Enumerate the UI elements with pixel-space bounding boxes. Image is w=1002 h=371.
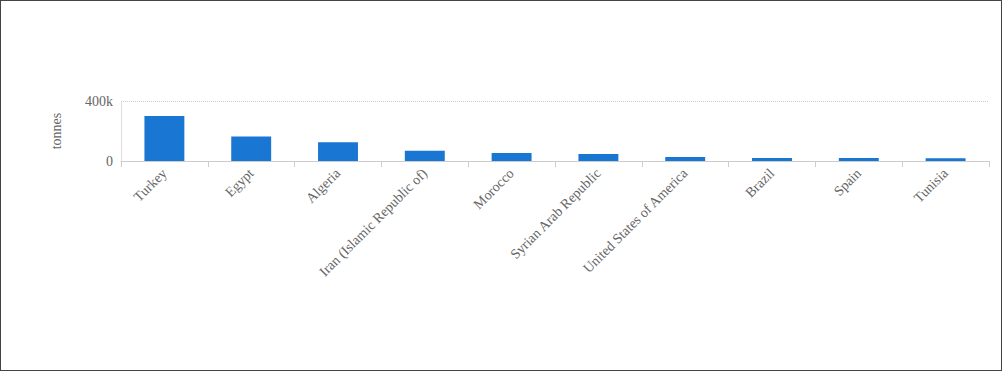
- svg-text:Egypt: Egypt: [222, 166, 256, 200]
- svg-text:Iran (Islamic Republic of): Iran (Islamic Republic of): [317, 165, 432, 280]
- svg-text:Algeria: Algeria: [303, 165, 344, 206]
- svg-text:0: 0: [106, 154, 113, 169]
- svg-text:Morocco: Morocco: [471, 166, 517, 212]
- svg-text:tonnes: tonnes: [49, 113, 64, 150]
- svg-text:Tunisia: Tunisia: [911, 165, 951, 205]
- svg-text:Brazil: Brazil: [743, 166, 778, 201]
- svg-text:400k: 400k: [85, 94, 113, 109]
- svg-text:United States of America: United States of America: [580, 165, 691, 276]
- svg-text:Spain: Spain: [831, 166, 864, 199]
- svg-text:Turkey: Turkey: [131, 166, 170, 205]
- svg-text:Syrian Arab Republic: Syrian Arab Republic: [507, 166, 603, 262]
